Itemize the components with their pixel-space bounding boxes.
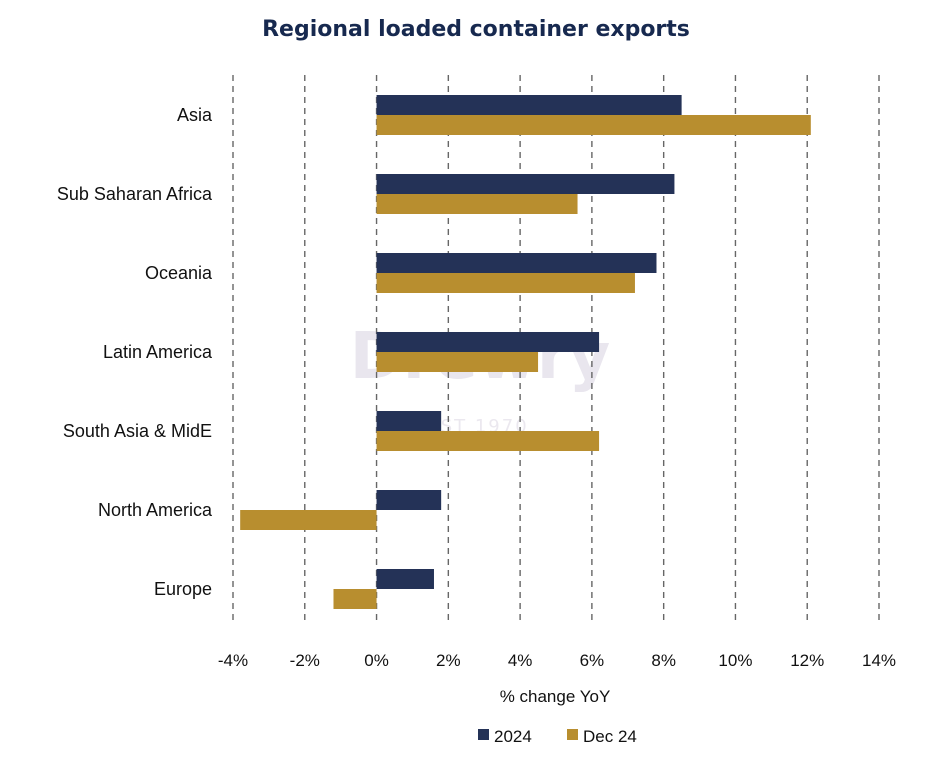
category-label: North America: [98, 500, 213, 520]
bar-series-2024: [376, 411, 442, 431]
category-labels: Asia Sub Saharan Africa Oceania Latin Ameri…: [57, 105, 213, 599]
category-label: Sub Saharan Africa: [57, 184, 213, 204]
bar-series-2024: [376, 174, 675, 194]
legend-label: 2024: [494, 727, 532, 746]
bars: [240, 95, 811, 609]
category-label: Latin America: [103, 342, 213, 362]
x-tick-label: 14%: [862, 651, 896, 670]
chart-title: Regional loaded container exports: [262, 17, 690, 42]
bar-series-2024: [376, 253, 657, 273]
bar-series-dec24: [376, 115, 811, 135]
legend-swatch: [478, 729, 489, 740]
x-tick-label: -2%: [290, 651, 320, 670]
x-tick-label: 8%: [651, 651, 676, 670]
x-tick-labels: -4% -2% 0% 2% 4% 6% 8% 10% 12% 14%: [218, 651, 896, 670]
bar-series-2024: [376, 95, 682, 115]
category-label: Oceania: [145, 263, 213, 283]
legend-label: Dec 24: [583, 727, 637, 746]
bar-series-dec24: [376, 194, 578, 214]
bar-series-2024: [376, 332, 600, 352]
x-tick-label: 10%: [718, 651, 752, 670]
bar-series-dec24: [376, 352, 539, 372]
bar-series-2024: [376, 490, 442, 510]
x-tick-label: -4%: [218, 651, 248, 670]
legend-swatch: [567, 729, 578, 740]
legend: 2024 Dec 24: [478, 727, 637, 746]
bar-series-2024: [376, 569, 434, 589]
bar-series-dec24: [376, 273, 635, 293]
x-tick-label: 4%: [508, 651, 533, 670]
category-label: Europe: [154, 579, 212, 599]
x-tick-label: 0%: [364, 651, 389, 670]
bar-series-dec24: [240, 510, 377, 530]
x-tick-label: 2%: [436, 651, 461, 670]
category-label: Asia: [177, 105, 213, 125]
x-axis-title: % change YoY: [500, 687, 611, 706]
category-label: South Asia & MidE: [63, 421, 212, 441]
x-tick-label: 6%: [580, 651, 605, 670]
x-tick-label: 12%: [790, 651, 824, 670]
bar-series-dec24: [333, 589, 377, 609]
bar-series-dec24: [376, 431, 600, 451]
